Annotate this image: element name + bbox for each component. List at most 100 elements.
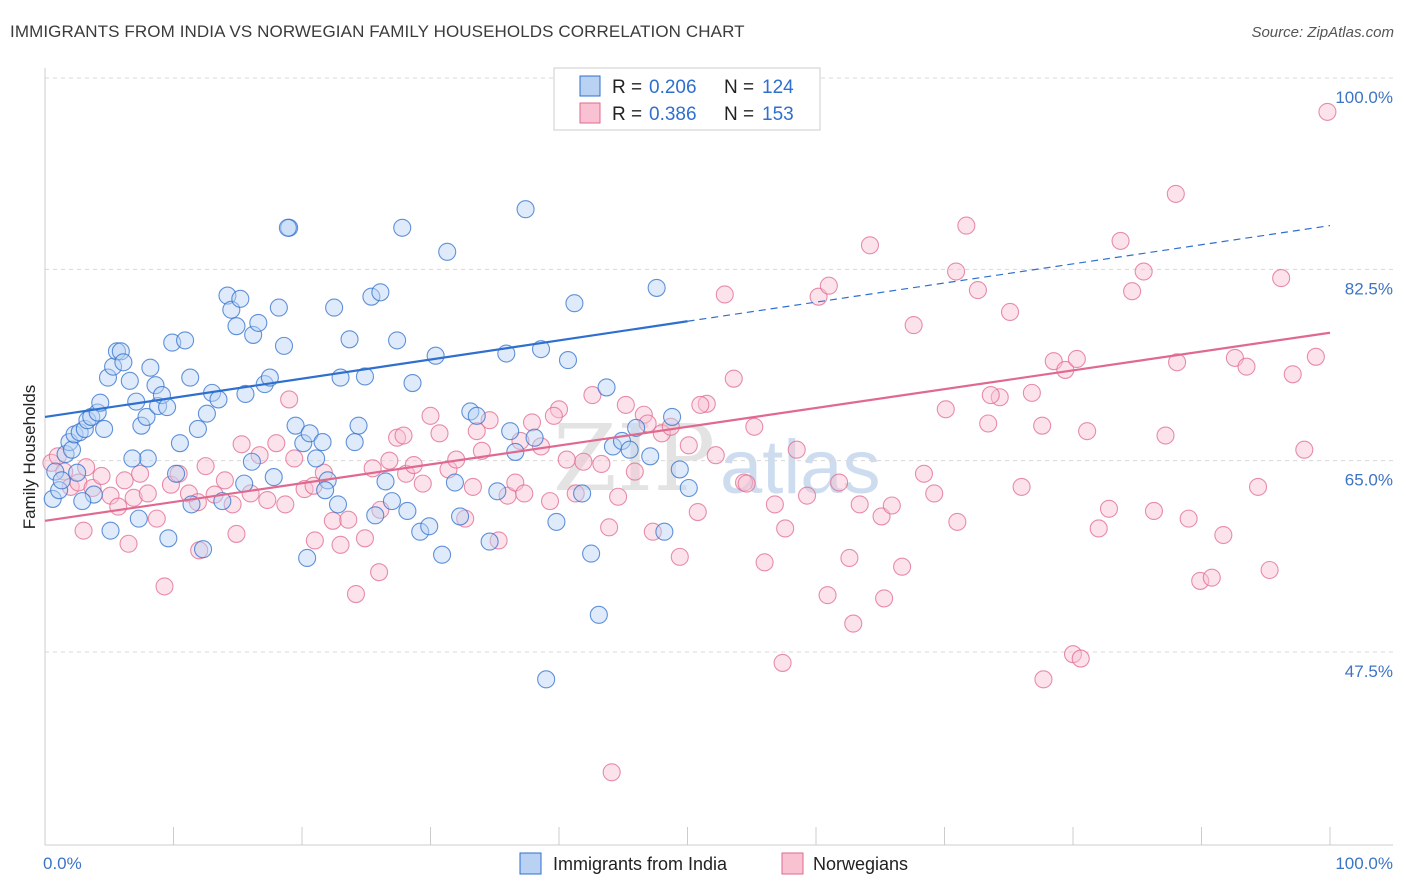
legend-norwegians-r-value: 0.386 [649,104,697,125]
india-point-53 [307,449,326,468]
india-point-98 [655,522,674,541]
norwegians-trend-line [44,331,1331,522]
india-point-71 [438,242,457,261]
norwegians-point-58 [522,413,542,432]
norwegians-point-64 [574,452,593,471]
norwegians-point-86 [776,519,795,538]
india-point-50 [286,416,305,435]
x-tick-label-right: 100.0% [1335,854,1393,873]
norwegians-point-13 [138,484,157,503]
india-point-90 [589,605,608,624]
norwegians-point-38 [355,529,375,548]
norwegians-point-125 [1202,568,1221,587]
bottom-legend-india: Immigrants from India [553,854,728,874]
norwegians-point-104 [968,281,987,300]
india-point-70 [426,346,445,365]
india-point-69 [420,517,439,536]
y-tick-label-3: 47.5% [1345,662,1393,681]
norwegians-point-12 [131,464,150,483]
norwegians-point-23 [223,495,242,514]
legend-swatch-norwegians [579,102,601,124]
india-point-56 [325,298,344,317]
norwegians-point-159 [981,386,1000,405]
norwegians-point-119 [1134,262,1153,281]
norwegians-point-153 [305,531,324,550]
norwegians-point-20 [196,457,215,476]
norwegians-point-116 [1099,499,1119,518]
grid-lines [45,77,1393,653]
watermark-zip: ZIP [553,405,715,512]
norwegians-point-11 [124,488,143,507]
india-point-68 [411,522,430,541]
india-point-62 [371,283,390,302]
norwegians-point-98 [904,316,923,335]
india-point-123 [433,545,452,564]
india-point-115 [159,529,178,548]
india-point-104 [316,481,335,500]
norwegians-point-145 [737,474,756,493]
india-point-16 [98,368,118,387]
bottom-legend-norwegians: Norwegians [813,854,908,874]
norwegians-point-113 [1067,349,1086,369]
norwegians-point-120 [1144,501,1164,521]
india-point-118 [298,548,317,568]
india-point-35 [197,404,216,423]
india-point-120 [345,433,364,452]
norwegians-point-28 [267,434,286,453]
norwegians-point-157 [74,521,93,540]
legend-india-n-label: N = [724,77,754,98]
norwegians-point-22 [215,471,234,490]
india-point-44 [249,313,268,332]
norwegians-point-130 [1260,560,1279,580]
india-point-52 [300,424,319,443]
legend-box: R = 0.206 N = 124 R = 0.386 N = 153 [553,67,821,131]
norwegians-point-100 [925,484,944,503]
y-tick-label-2: 65.0% [1345,471,1393,490]
india-point-43 [244,325,263,344]
india-point-113 [101,521,120,540]
india-point-34 [188,419,207,439]
norwegians-point-68 [609,487,628,506]
norwegians-point-57 [515,484,534,503]
x-tick-label-left: 0.0% [43,854,82,873]
norwegians-point-63 [566,484,585,503]
india-point-41 [231,289,250,308]
series-norwegians-points [42,102,1337,782]
india-point-122 [398,501,417,521]
india-point-8 [68,463,87,482]
legend-swatch-india [579,75,601,97]
norwegians-point-160 [280,390,299,409]
norwegians-point-138 [1033,416,1052,435]
norwegians-point-134 [1306,347,1325,366]
india-point-33 [181,368,200,387]
india-point-86 [558,351,578,370]
india-point-19 [111,342,130,361]
india-point-84 [537,670,556,689]
india-point-47 [269,298,288,317]
india-point-6 [62,440,82,459]
norwegians-point-27 [258,490,277,510]
india-point-107 [194,540,213,559]
india-point-59 [349,416,368,435]
india-point-20 [114,353,133,372]
norwegians-point-70 [625,462,644,481]
norwegians-point-136 [773,653,792,672]
norwegians-point-26 [250,446,269,465]
india-point-54 [313,433,332,452]
legend-norwegians-r-label: R = [612,104,642,125]
norwegians-point-41 [380,451,399,470]
norwegians-point-150 [467,422,486,441]
norwegians-point-135 [1318,102,1337,121]
norwegians-point-107 [1000,302,1020,322]
norwegians-point-101 [936,400,955,419]
norwegians-point-34 [323,511,342,530]
legend-india-n-value: 124 [762,77,794,98]
india-point-42 [236,384,255,404]
legend-india-r-label: R = [612,77,642,98]
india-point-94 [620,440,639,459]
india-point-21 [120,371,139,390]
norwegians-point-77 [688,503,707,522]
norwegians-point-15 [155,577,174,596]
norwegians-point-47 [430,424,449,443]
norwegians-point-137 [602,763,621,782]
